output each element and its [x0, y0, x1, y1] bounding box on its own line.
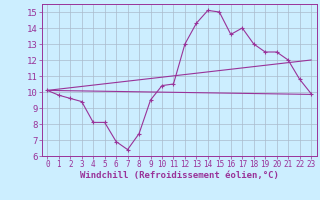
X-axis label: Windchill (Refroidissement éolien,°C): Windchill (Refroidissement éolien,°C) — [80, 171, 279, 180]
